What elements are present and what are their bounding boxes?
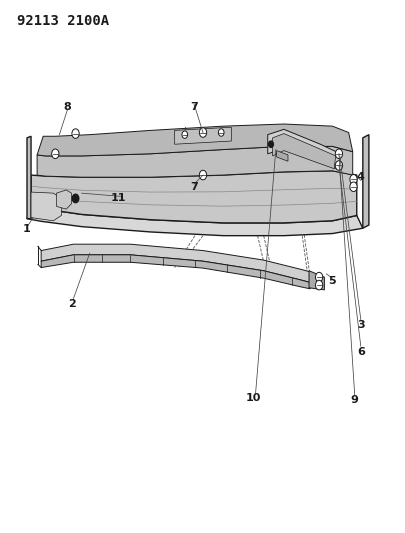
- Text: 7: 7: [190, 182, 198, 192]
- Polygon shape: [174, 127, 231, 144]
- Text: 6: 6: [356, 346, 364, 357]
- Polygon shape: [27, 136, 31, 219]
- Polygon shape: [41, 244, 309, 282]
- Polygon shape: [37, 147, 352, 177]
- Polygon shape: [308, 271, 324, 290]
- Circle shape: [349, 174, 356, 184]
- Text: 9: 9: [350, 395, 358, 406]
- Circle shape: [51, 149, 59, 159]
- Circle shape: [181, 131, 187, 139]
- Text: 2: 2: [68, 298, 75, 309]
- Circle shape: [72, 194, 79, 203]
- Circle shape: [218, 129, 224, 136]
- Text: 3: 3: [356, 320, 364, 330]
- Polygon shape: [272, 134, 335, 168]
- Text: 5: 5: [328, 277, 335, 286]
- Circle shape: [72, 129, 79, 139]
- Text: 10: 10: [245, 393, 261, 403]
- Polygon shape: [56, 190, 71, 209]
- Polygon shape: [31, 192, 61, 221]
- Circle shape: [315, 280, 322, 290]
- Text: 7: 7: [190, 102, 198, 112]
- Polygon shape: [27, 207, 362, 236]
- Circle shape: [268, 141, 273, 148]
- Circle shape: [199, 128, 206, 138]
- Circle shape: [349, 182, 356, 191]
- Text: 1: 1: [23, 224, 31, 235]
- Text: 92113 2100A: 92113 2100A: [17, 14, 109, 28]
- Polygon shape: [41, 255, 309, 289]
- Text: 8: 8: [64, 102, 71, 112]
- Polygon shape: [267, 130, 340, 169]
- Text: 11: 11: [111, 193, 126, 204]
- Polygon shape: [31, 171, 356, 223]
- Text: 4: 4: [356, 172, 364, 182]
- Polygon shape: [37, 124, 352, 156]
- Polygon shape: [362, 135, 368, 228]
- Circle shape: [315, 272, 322, 282]
- Circle shape: [199, 170, 206, 180]
- Circle shape: [335, 149, 342, 159]
- Polygon shape: [276, 151, 287, 161]
- Circle shape: [335, 161, 342, 170]
